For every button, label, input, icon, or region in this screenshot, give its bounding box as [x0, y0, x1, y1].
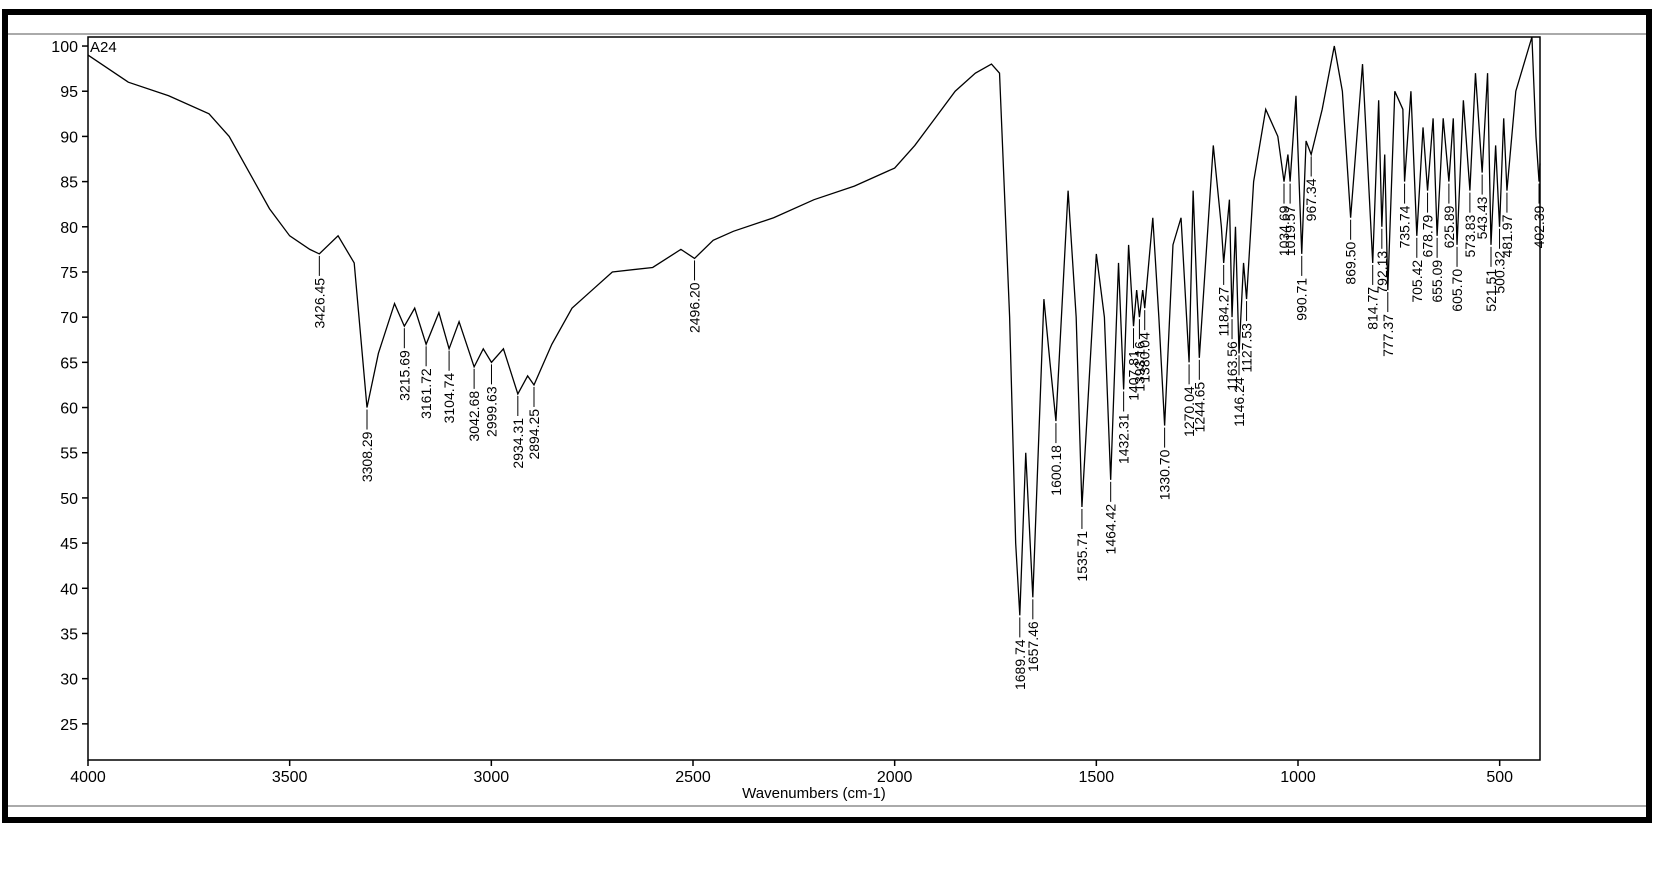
peak-label: 2934.31 [510, 418, 526, 469]
x-tick-label: 2500 [675, 769, 711, 786]
peak-label: 1330.70 [1157, 449, 1173, 500]
y-tick-label: 65 [60, 355, 78, 372]
peak-label: 2999.63 [483, 386, 499, 437]
peak-label: 678.79 [1420, 214, 1436, 257]
peak-label: 543.43 [1474, 196, 1490, 239]
y-tick-label: 60 [60, 401, 78, 418]
y-tick-label: 25 [60, 717, 78, 734]
peak-label: 1034.69 [1276, 205, 1292, 256]
peak-label: 1535.71 [1074, 531, 1090, 582]
peak-label: 1127.53 [1239, 323, 1255, 373]
x-tick-label: 500 [1486, 769, 1513, 786]
y-tick-label: 45 [60, 536, 78, 553]
peak-label: 1689.74 [1012, 639, 1028, 690]
peak-label: 655.09 [1429, 260, 1445, 303]
y-tick-label: 30 [60, 672, 78, 689]
x-tick-label: 4000 [70, 769, 106, 786]
y-tick-label: 75 [60, 265, 78, 282]
peak-label: 2496.20 [687, 282, 703, 333]
peak-label: 605.70 [1449, 269, 1465, 312]
peak-label: 3104.74 [441, 373, 457, 424]
peak-label: 792.13 [1374, 251, 1390, 294]
peak-label: 1432.31 [1116, 413, 1132, 464]
plot-frame [87, 36, 1541, 761]
peak-label: 1019.57 [1282, 205, 1298, 256]
peak-label: 3042.68 [466, 391, 482, 442]
y-tick-label: 80 [60, 220, 78, 237]
y-tick-label: 50 [60, 491, 78, 508]
peak-label: 3426.45 [311, 278, 327, 329]
peak-label: 967.34 [1303, 178, 1319, 221]
spectrum-line [87, 36, 1541, 616]
y-tick-label: 35 [60, 626, 78, 643]
x-tick-label: 2000 [877, 769, 913, 786]
peak-label: 1146.24 [1231, 377, 1247, 427]
peak-label: 3161.72 [418, 368, 434, 419]
peak-label: 521.51 [1483, 269, 1499, 312]
peak-label: 625.89 [1441, 205, 1457, 248]
x-tick-label: 3500 [272, 769, 308, 786]
y-tick-label: 95 [60, 84, 78, 101]
peak-label: 3215.69 [396, 350, 412, 401]
peak-label: 500.32 [1492, 251, 1508, 294]
y-tick-label: 40 [60, 581, 78, 598]
peak-label: 735.74 [1397, 205, 1413, 248]
y-tick-label: 70 [60, 310, 78, 327]
peak-label: 1244.65 [1191, 382, 1207, 433]
peak-label: 814.77 [1365, 287, 1381, 330]
peak-label: 2894.25 [526, 409, 542, 460]
y-tick-label: 100 [51, 39, 78, 56]
peak-label: 1464.42 [1103, 504, 1119, 555]
peak-label: 1657.46 [1025, 621, 1041, 672]
y-tick-label: 90 [60, 129, 78, 146]
x-tick-label: 1500 [1079, 769, 1115, 786]
peak-label: 1163.56 [1224, 341, 1240, 391]
chart-title: A24 [90, 39, 117, 56]
peak-label: 573.83 [1462, 214, 1478, 257]
peak-label: 1600.18 [1048, 445, 1064, 496]
peak-label: 705.42 [1409, 260, 1425, 303]
x-tick-label: 3000 [474, 769, 510, 786]
peak-label: 1393.16 [1131, 341, 1147, 392]
y-tick-label: 55 [60, 446, 78, 463]
outer-frame [2, 9, 1652, 823]
x-axis-label: Wavenumbers (cm-1) [742, 785, 886, 802]
peak-label: 481.97 [1499, 214, 1515, 257]
peak-label: 402.39 [1531, 205, 1547, 248]
peak-label: 1184.27 [1216, 287, 1232, 337]
peak-label: 869.50 [1343, 242, 1359, 285]
x-tick-label: 1000 [1280, 769, 1316, 786]
peak-label: 3308.29 [359, 431, 375, 482]
peak-label: 1380.04 [1137, 332, 1153, 383]
peak-label: 777.37 [1380, 314, 1396, 357]
peak-label: 1270.04 [1181, 386, 1197, 437]
peak-label: 990.71 [1294, 278, 1310, 321]
y-tick-label: 85 [60, 175, 78, 192]
peak-label: 1407.81 [1126, 350, 1142, 401]
